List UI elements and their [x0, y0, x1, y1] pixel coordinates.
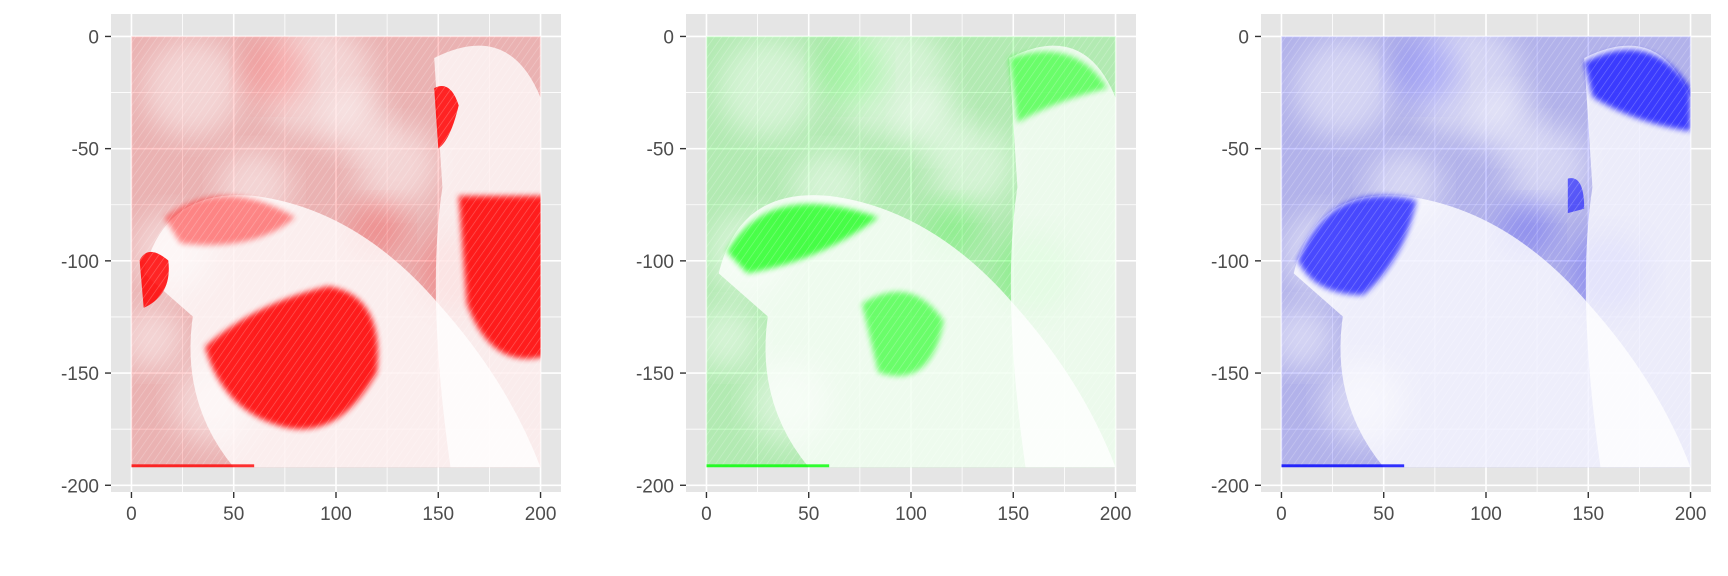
y-tick-label: -50	[647, 140, 674, 161]
x-tick-label: 200	[1100, 504, 1132, 525]
x-tick-label: 200	[525, 504, 557, 525]
x-tick-label: 0	[701, 504, 712, 525]
x-tick-label: 150	[1572, 504, 1604, 525]
x-tick-label: 100	[320, 504, 352, 525]
y-tick-label: 0	[88, 27, 99, 48]
panel-blue: 0 50 100 150 200 0 -50 -100 -150 -200	[1211, 14, 1711, 525]
x-tick-label: 150	[997, 504, 1029, 525]
image-raster-green	[706, 36, 1116, 468]
panel-green: 0 50 100 150 200 0 -50 -100 -150 -200	[636, 14, 1136, 525]
y-tick-label: -150	[1211, 364, 1249, 385]
y-tick-label: -100	[61, 252, 99, 273]
y-tick-label: -200	[1211, 476, 1249, 497]
y-tick-label: 0	[1238, 27, 1249, 48]
x-tick-label: 50	[223, 504, 244, 525]
x-tick-label: 0	[1276, 504, 1287, 525]
x-tick-label: 150	[422, 504, 454, 525]
y-tick-label: -100	[636, 252, 674, 273]
x-tick-label: 50	[1373, 504, 1394, 525]
y-tick-label: -200	[636, 476, 674, 497]
x-tick-label: 200	[1675, 504, 1707, 525]
y-tick-label: -150	[636, 364, 674, 385]
y-tick-label: -200	[61, 476, 99, 497]
image-raster-red	[131, 36, 541, 468]
x-tick-label: 50	[798, 504, 819, 525]
image-raster-blue	[1281, 36, 1691, 468]
panel-red: 0 50 100 150 200 0 -50 -100 -150 -200	[61, 14, 561, 525]
x-tick-label: 100	[1470, 504, 1502, 525]
x-tick-label: 0	[126, 504, 137, 525]
y-tick-label: -50	[72, 140, 99, 161]
x-tick-label: 100	[895, 504, 927, 525]
y-tick-label: -150	[61, 364, 99, 385]
y-tick-label: -50	[1222, 140, 1249, 161]
y-tick-label: 0	[663, 27, 674, 48]
y-tick-label: -100	[1211, 252, 1249, 273]
